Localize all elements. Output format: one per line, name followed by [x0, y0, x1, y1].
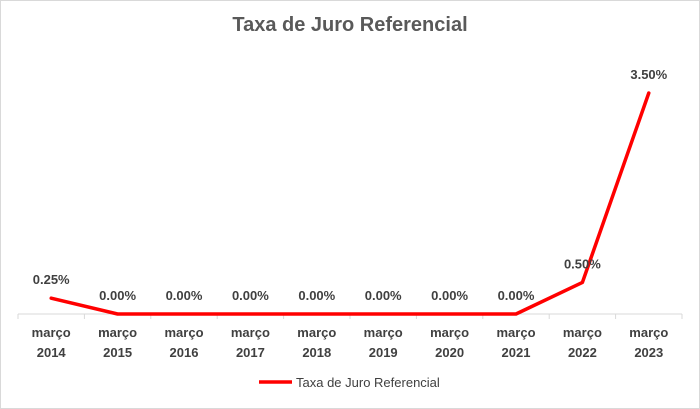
- series-line: [49, 91, 651, 316]
- x-tick-label: março 2019: [364, 325, 403, 360]
- legend-label: Taxa de Juro Referencial: [296, 375, 440, 390]
- data-label: 0.25%: [33, 272, 70, 287]
- x-tick-label: março 2023: [629, 325, 668, 360]
- x-tick-label: março 2018: [297, 325, 336, 360]
- x-tick-label: março 2016: [164, 325, 203, 360]
- x-axis-labels: março 2014 março 2015 março 2016 março 2017 març…: [32, 325, 669, 360]
- data-label: 0.00%: [298, 288, 335, 303]
- x-tick-label: março 2014: [32, 325, 71, 360]
- x-tick-label: março 2015: [98, 325, 137, 360]
- x-tick-label: março 2020: [430, 325, 469, 360]
- x-tick-label: março 2022: [563, 325, 602, 360]
- x-tick-label: março 2017: [231, 325, 270, 360]
- x-tick-label: março 2021: [496, 325, 535, 360]
- data-label: 0.50%: [564, 256, 601, 271]
- data-label: 0.00%: [232, 288, 269, 303]
- data-label: 0.00%: [431, 288, 468, 303]
- data-label: 0.00%: [365, 288, 402, 303]
- data-labels: 0.25% 0.00% 0.00% 0.00% 0.00% 0.00% 0.00% 0.00%…: [33, 67, 668, 303]
- chart-title: Taxa de Juro Referencial: [232, 14, 468, 36]
- data-label: 3.50%: [630, 67, 667, 82]
- legend: Taxa de Juro Referencial: [259, 375, 440, 390]
- data-label: 0.00%: [498, 288, 535, 303]
- data-label: 0.00%: [99, 288, 136, 303]
- data-label: 0.00%: [166, 288, 203, 303]
